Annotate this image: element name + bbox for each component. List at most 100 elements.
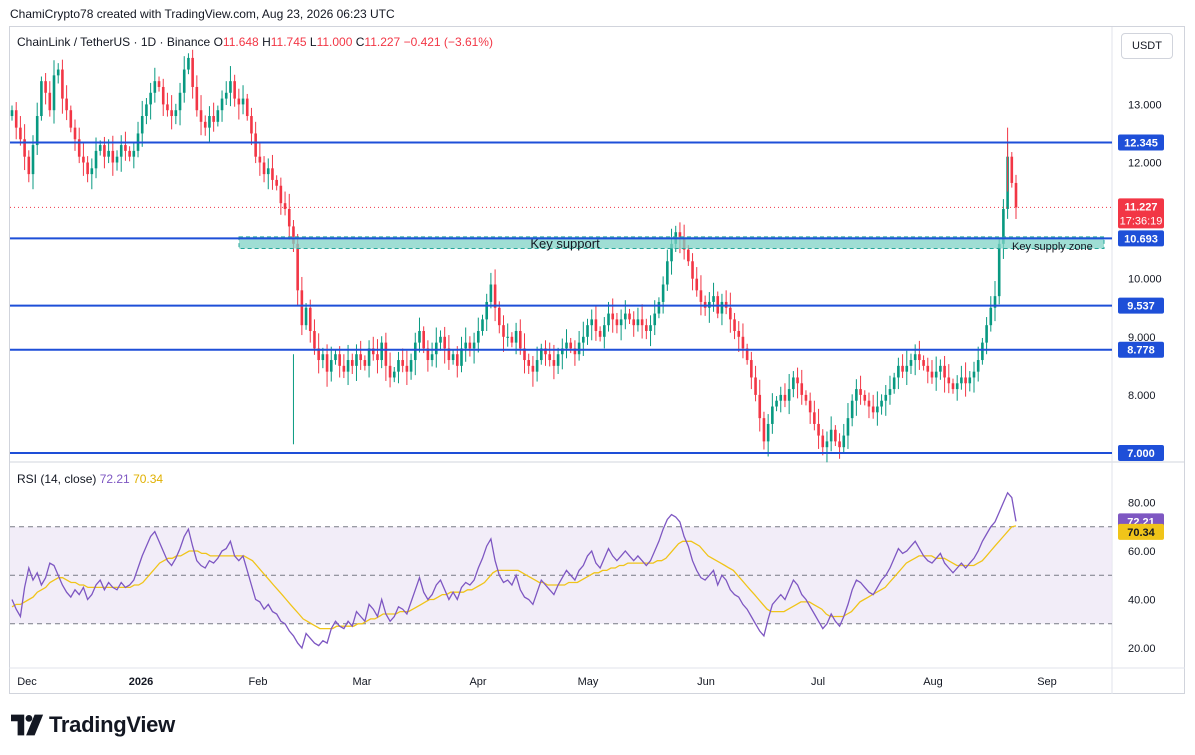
tradingview-logo[interactable]: TradingView (11, 712, 175, 738)
symbol-label[interactable]: ChainLink / TetherUS · 1D · Binance (17, 35, 211, 49)
candle-body (666, 261, 669, 285)
candle-body (670, 243, 673, 262)
price-legend: ChainLink / TetherUS · 1D · Binance O11.… (17, 35, 493, 49)
candle-body (258, 156, 262, 163)
candle-body (107, 150, 110, 157)
candle-body (750, 360, 753, 378)
key-support-label: Key support (530, 236, 600, 251)
level-label: 10.693 (1124, 233, 1158, 245)
candle-body (481, 319, 484, 331)
candle-body (733, 319, 736, 331)
candle-body (338, 354, 341, 366)
candle-body (796, 377, 799, 384)
candle-body (926, 365, 930, 372)
candle-body (321, 354, 325, 361)
candle-body (262, 162, 266, 175)
candle-body (561, 348, 564, 355)
candle-body (140, 116, 144, 134)
candle-body (27, 156, 31, 175)
candle-body (304, 307, 308, 326)
candle-body (350, 360, 354, 366)
tradingview-logo-icon (11, 714, 44, 736)
key-supply-zone-label: Key supply zone (1012, 241, 1093, 253)
candle-body (514, 330, 518, 343)
candle-body (149, 92, 152, 105)
candle-body (98, 145, 102, 151)
candle-body (401, 360, 404, 366)
candle-body (762, 418, 766, 442)
candle-body (846, 418, 850, 436)
high-value: 11.745 (270, 35, 307, 49)
candle-body (838, 441, 841, 448)
time-tick-label: Jul (811, 676, 825, 688)
candle-body (1014, 182, 1018, 208)
candle-body (90, 168, 94, 175)
candle-body (86, 162, 89, 175)
candle-body (61, 69, 64, 99)
candle-body (678, 232, 682, 239)
candle-body (178, 92, 182, 111)
candle-body (275, 179, 278, 186)
currency-button[interactable]: USDT (1121, 33, 1173, 59)
candle-body (464, 342, 467, 349)
price-tick-label: 8.000 (1128, 390, 1156, 402)
candle-body (355, 354, 358, 366)
candle-body (821, 435, 825, 448)
rsi-label[interactable]: RSI (14, close) (17, 472, 97, 486)
candle-body (632, 319, 636, 326)
candle-body (216, 110, 220, 122)
candle-body (418, 330, 421, 343)
candle-body (645, 325, 648, 331)
candle-body (619, 319, 623, 326)
time-tick-label: May (578, 676, 599, 688)
candle-body (556, 354, 560, 366)
candle-body (565, 342, 568, 349)
low-value: 11.000 (316, 35, 353, 49)
candle-body (624, 313, 627, 320)
candle-body (317, 348, 320, 361)
candle-body (388, 365, 392, 378)
candle-body (283, 203, 287, 209)
candle-body (208, 116, 211, 128)
candle-body (157, 81, 161, 87)
candle-body (787, 389, 791, 401)
candle-body (145, 104, 148, 117)
level-label: 12.345 (1124, 137, 1158, 149)
candle-body (598, 330, 602, 337)
candle-body (540, 348, 543, 361)
level-tag (1118, 134, 1164, 151)
candle-body (729, 307, 732, 320)
time-tick-label: Sep (1037, 676, 1057, 688)
candle-body (817, 423, 820, 436)
candles (10, 49, 1018, 463)
candle-body (405, 365, 409, 372)
candle-body (699, 290, 703, 302)
candle-body (997, 243, 1001, 297)
candle-body (73, 127, 77, 140)
candle-body (535, 360, 539, 372)
candle-body (909, 360, 913, 366)
candle-body (308, 307, 312, 331)
last-price-tag (1118, 198, 1164, 229)
candle-body (455, 354, 459, 366)
candle-body (334, 354, 337, 361)
candle-body (77, 139, 81, 157)
rsi-tick-label: 40.00 (1128, 595, 1156, 607)
candle-body (737, 330, 741, 337)
close-value: 11.227 (364, 35, 401, 49)
candle-body (44, 81, 47, 93)
candle-body (884, 394, 888, 401)
level-tag (1118, 445, 1164, 461)
candle-body (69, 110, 73, 128)
candle-body (447, 348, 451, 361)
candle-body (577, 342, 581, 355)
candle-body (955, 383, 959, 390)
level-tag (1118, 341, 1164, 358)
candle-body (918, 354, 921, 361)
candle-body (376, 354, 379, 361)
candle-body (468, 342, 472, 349)
candle-body (913, 354, 917, 361)
candle-body (586, 325, 589, 337)
candle-body (825, 441, 829, 448)
